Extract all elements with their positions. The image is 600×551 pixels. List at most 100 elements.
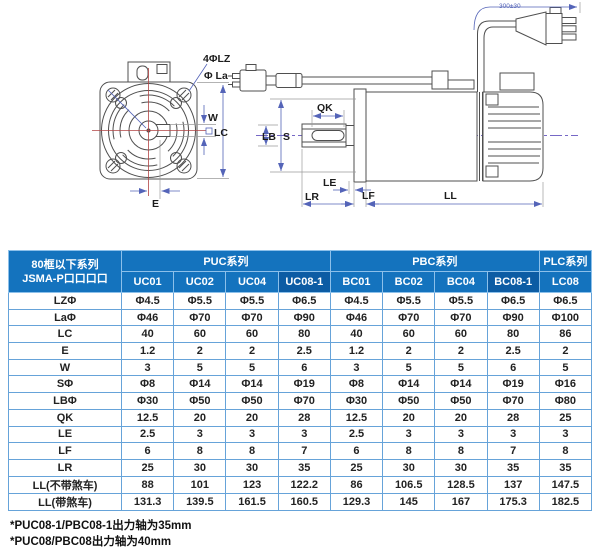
table-cell: 160.5 xyxy=(277,492,331,511)
table-cell: 20 xyxy=(382,408,436,427)
table-cell: 86 xyxy=(538,325,593,344)
series-group-header: PUC系列 xyxy=(121,250,331,272)
rear-ribs xyxy=(488,106,541,164)
table-cell: 3 xyxy=(538,425,593,444)
table-cell: 30 xyxy=(173,458,227,477)
model-column-header-uc08-1: UC08-1 xyxy=(277,271,331,293)
table-cell: 106.5 xyxy=(382,475,436,494)
table-row: LL(带煞车) 131.3 139.5 161.5 160.5 129.3 145 167 17… xyxy=(8,492,593,511)
table-cell: 3 xyxy=(434,425,488,444)
table-cell: Φ5.5 xyxy=(382,292,436,310)
table-cell: 20 xyxy=(225,408,279,427)
table-cell: 147.5 xyxy=(538,475,593,494)
dim-label-cable-length: 300±30 xyxy=(499,3,521,10)
table-cell: Φ50 xyxy=(382,392,436,410)
row-label: LL(不带煞车) xyxy=(8,475,122,494)
terminal-slot xyxy=(136,65,149,81)
table-row: LBΦ Φ30 Φ50 Φ50 Φ70 Φ30 Φ50 Φ50 Φ70 Φ80 xyxy=(8,392,593,410)
table-cell: 3 xyxy=(486,425,540,444)
encoder-connector xyxy=(228,64,267,92)
table-cell: 25 xyxy=(120,458,175,477)
table-cell: Φ19 xyxy=(486,375,540,394)
table-cell: Φ8 xyxy=(329,375,384,394)
table-cell: 20 xyxy=(173,408,227,427)
footnote-1: *PUC08-1/PBC08-1出力轴为35mm xyxy=(10,520,192,532)
table-cell: Φ14 xyxy=(173,375,227,394)
table-cell: 35 xyxy=(486,458,540,477)
model-column-header-bc08-1: BC08-1 xyxy=(486,271,540,293)
table-cell: 8 xyxy=(225,442,279,460)
table-cell: 3 xyxy=(329,358,384,377)
table-row: LL(不带煞车) 88 101 123 122.2 86 106.5 128.5 137 147.… xyxy=(8,475,593,494)
power-cable xyxy=(477,20,516,92)
table-cell: Φ70 xyxy=(225,308,279,327)
table-row: LZΦ Φ4.5 Φ5.5 Φ5.5 Φ6.5 Φ4.5 Φ5.5 Φ5.5 Φ6.5 Φ6.5 xyxy=(8,292,593,310)
table-cell: 2 xyxy=(225,342,279,360)
table-cell: Φ46 xyxy=(120,308,175,327)
row-label: LL(带煞车) xyxy=(8,492,122,511)
table-cell: 3 xyxy=(277,425,331,444)
row-label: QK xyxy=(8,408,122,427)
table-cell: 2 xyxy=(173,342,227,360)
series-group-header: PLC系列 xyxy=(538,250,593,272)
table-cell: 86 xyxy=(329,475,384,494)
row-label: E xyxy=(8,342,122,360)
power-plug xyxy=(515,7,577,46)
footnotes: *PUC08-1/PBC08-1出力轴为35mm *PUC08/PBC08出力轴… xyxy=(10,519,192,550)
table-cell: Φ14 xyxy=(382,375,436,394)
table-cell: Φ4.5 xyxy=(329,292,384,310)
table-cell: Φ50 xyxy=(173,392,227,410)
table-cell: 139.5 xyxy=(173,492,227,511)
table-cell: 28 xyxy=(486,408,540,427)
table-cell: Φ50 xyxy=(434,392,488,410)
table-cell: Φ50 xyxy=(225,392,279,410)
footnote-2: *PUC08/PBC08出力轴为40mm xyxy=(10,535,172,548)
dim-label-lc: LC xyxy=(214,127,228,139)
corner-title-line2: JSMA-P口口口口 xyxy=(22,272,108,285)
table-row: LE 2.5 3 3 3 2.5 3 3 3 3 xyxy=(8,425,593,444)
table-cell: 12.5 xyxy=(120,408,175,427)
model-column-header-bc04: BC04 xyxy=(434,271,488,293)
table-cell: 5 xyxy=(434,358,488,377)
table-cell: Φ70 xyxy=(173,308,227,327)
table-cell: 2 xyxy=(382,342,436,360)
table-cell: 3 xyxy=(225,425,279,444)
table-body: LZΦ Φ4.5 Φ5.5 Φ5.5 Φ6.5 Φ4.5 Φ5.5 Φ5.5 Φ6.5 Φ6.5 L… xyxy=(8,292,593,511)
bolt-circle-leader xyxy=(107,89,147,129)
table-cell: 28 xyxy=(277,408,331,427)
table-cell: 101 xyxy=(173,475,227,494)
dim-label-e: E xyxy=(152,198,159,210)
rear-clamp-top xyxy=(485,93,499,106)
table-cell: 6 xyxy=(329,442,384,460)
dim-label-w: W xyxy=(208,112,218,124)
dim-label-qk: QK xyxy=(317,102,333,114)
table-cell: Φ30 xyxy=(120,392,175,410)
table-cell: 2.5 xyxy=(120,425,175,444)
table-cell: 145 xyxy=(382,492,436,511)
table-cell: 30 xyxy=(225,458,279,477)
dim-label-4phi-lz: 4ΦLZ xyxy=(203,53,231,65)
table-cell: 3 xyxy=(173,425,227,444)
model-column-header-uc04: UC04 xyxy=(225,271,279,293)
dim-label-lr: LR xyxy=(305,191,319,203)
table-cell: Φ5.5 xyxy=(434,292,488,310)
table-cell: 25 xyxy=(329,458,384,477)
table-cell: 161.5 xyxy=(225,492,279,511)
table-cell: Φ6.5 xyxy=(277,292,331,310)
table-cell: Φ19 xyxy=(277,375,331,394)
table-cell: 12.5 xyxy=(329,408,384,427)
table-cell: 88 xyxy=(120,475,175,494)
model-column-header-bc01: BC01 xyxy=(329,271,384,293)
table-cell: Φ5.5 xyxy=(173,292,227,310)
table-cell: 7 xyxy=(277,442,331,460)
dim-label-ll: LL xyxy=(444,190,457,202)
table-cell: 20 xyxy=(434,408,488,427)
table-cell: 175.3 xyxy=(486,492,540,511)
row-label: LZΦ xyxy=(8,292,122,310)
table-corner-header: 80框以下系列 JSMA-P口口口口 xyxy=(8,250,122,293)
table-cell: 5 xyxy=(173,358,227,377)
table-cell: 6 xyxy=(120,442,175,460)
flange-plate xyxy=(353,88,367,183)
table-cell: Φ70 xyxy=(486,392,540,410)
